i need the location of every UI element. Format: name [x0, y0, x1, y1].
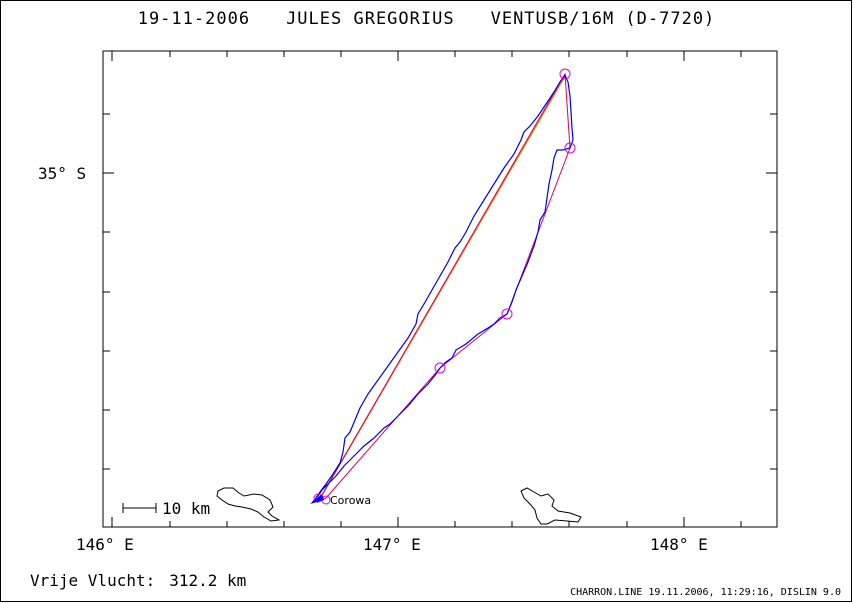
longitude-label-148: 148° E: [650, 535, 708, 554]
free-flight-distance: Vrije Vlucht: 312.2 km: [30, 571, 246, 590]
latitude-label: 35° S: [38, 164, 86, 183]
top-ticks: [111, 51, 742, 61]
scale-bar-label: 10 km: [162, 499, 210, 518]
flight-title: 19-11-2006 JULES GREGORIUS VENTUSB/16M (D-…: [0, 9, 853, 29]
right-ticks: [766, 113, 777, 470]
lake-outline-east: [520, 487, 582, 525]
plot-frame: [102, 50, 778, 528]
distance-label: Vrije Vlucht:: [30, 571, 156, 590]
gps-track: [311, 73, 574, 504]
flight-date: 19-11-2006: [137, 9, 251, 29]
turnpoint-marker: [434, 362, 446, 374]
start-marker-icon: [310, 494, 324, 504]
pilot-name: JULES GREGORIUS: [286, 9, 455, 29]
lake-outline-west: [216, 487, 281, 522]
longitude-label-146: 146° E: [76, 535, 134, 554]
longitude-label-147: 147° E: [363, 535, 421, 554]
left-ticks: [103, 113, 114, 470]
turnpoint-marker: [564, 142, 576, 154]
distance-value: 312.2 km: [169, 571, 247, 590]
turnpoints: [313, 68, 576, 505]
render-metadata: CHARRON.LINE 19.11.2006, 11:29:16, DISLI…: [570, 587, 841, 598]
turnpoint-marker: [559, 68, 571, 80]
scale-bar: [122, 503, 157, 513]
bottom-ticks: [111, 517, 742, 527]
aircraft-id: VENTUSB/16M (D-7720): [490, 9, 716, 29]
place-label-corowa: Corowa: [330, 494, 371, 507]
turnpoint-marker: [501, 308, 513, 320]
